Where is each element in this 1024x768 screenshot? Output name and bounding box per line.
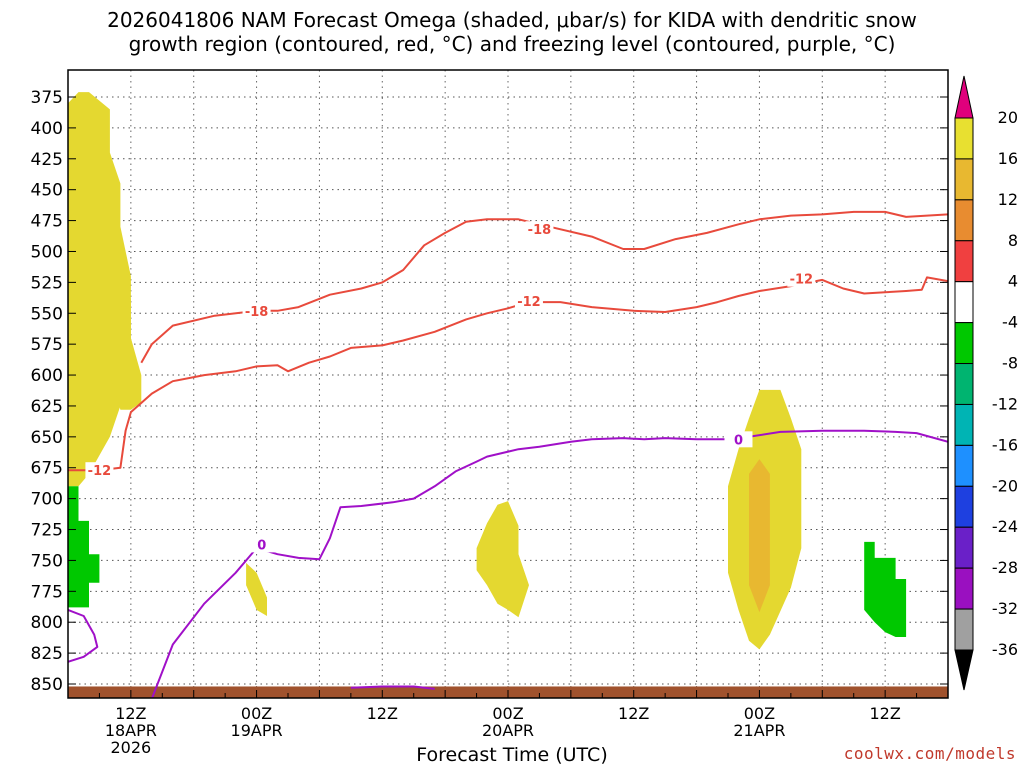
colorbar: 20 16 12 8 4 -4 -8 -12 -16 -20 -24 -28 -32 -36 xyxy=(954,75,1018,691)
contour-line xyxy=(140,210,948,364)
x-tick-label: 00Z xyxy=(241,704,272,723)
colorbar-label: -12 xyxy=(992,394,1018,413)
site-credit: coolwx.com/models xyxy=(843,744,1016,763)
colorbar-label: -24 xyxy=(992,517,1018,536)
x-tick-label: 18APR xyxy=(105,721,157,740)
contour-label: 0 xyxy=(257,538,266,553)
y-tick-label: 575 xyxy=(31,335,63,355)
y-tick-label: 800 xyxy=(31,613,63,633)
colorbar-label: 16 xyxy=(998,149,1018,168)
colorbar-segment xyxy=(954,240,974,283)
contour-label: -12 xyxy=(790,273,814,288)
contour-line xyxy=(68,608,99,663)
colorbar-label: -4 xyxy=(1002,313,1018,332)
x-tick-label: 00Z xyxy=(492,704,523,723)
colorbar-segment xyxy=(954,199,974,242)
y-axis: 375 400 425 450 475 500 525 550 575 600 625 650 675 7… xyxy=(31,88,948,695)
x-tick-label: 12Z xyxy=(367,704,398,723)
contour-label: -12 xyxy=(88,464,112,479)
omega-shade xyxy=(68,486,100,608)
colorbar-top-arrow xyxy=(954,75,974,119)
x-tick-label: 21APR xyxy=(733,721,785,740)
colorbar-label: -8 xyxy=(1002,354,1018,373)
y-tick-label: 675 xyxy=(31,459,63,479)
contour-label-bg xyxy=(85,462,114,479)
colorbar-label: -32 xyxy=(992,599,1018,618)
colorbar-segment xyxy=(954,322,974,365)
colorbar-label: 4 xyxy=(1008,272,1018,291)
contour-label-bg xyxy=(514,292,543,309)
x-tick-label: 12Z xyxy=(869,704,900,723)
y-tick-label: 600 xyxy=(31,366,63,386)
y-tick-label: 700 xyxy=(31,490,63,510)
contour-label-bg xyxy=(724,431,753,448)
omega-shading xyxy=(68,92,907,650)
y-tick-label: 450 xyxy=(31,181,63,201)
colorbar-label: -20 xyxy=(992,476,1018,495)
y-tick-label: 550 xyxy=(31,304,63,324)
colorbar-segment xyxy=(954,608,974,651)
y-tick-label: 775 xyxy=(31,582,63,602)
omega-shade xyxy=(749,459,770,613)
y-tick-label: 850 xyxy=(31,675,63,695)
colorbar-label: -36 xyxy=(992,640,1018,659)
chart-title: 2026041806 NAM Forecast Omega (shaded, μ… xyxy=(0,8,1024,56)
y-tick-label: 750 xyxy=(31,551,63,571)
y-tick-label: 425 xyxy=(31,150,63,170)
x-tick-label: 12Z xyxy=(115,704,146,723)
x-tick-label: 20APR xyxy=(482,721,534,740)
colorbar-segment xyxy=(954,158,974,201)
contour-label: -12 xyxy=(517,295,541,310)
y-tick-label: 400 xyxy=(31,119,63,139)
contour-labels: -18 -18 -12 -12 -12 0 0 xyxy=(85,221,816,553)
colorbar-label: -16 xyxy=(992,435,1018,454)
contour-line xyxy=(350,685,435,690)
colorbar-label: 20 xyxy=(998,108,1018,127)
colorbar-label: -28 xyxy=(992,558,1018,577)
title-line-2: growth region (contoured, red, °C) and f… xyxy=(128,32,896,56)
y-tick-label: 525 xyxy=(31,273,63,293)
temperature-contours xyxy=(68,210,948,698)
x-tick-label: 19APR xyxy=(231,721,283,740)
colorbar-segment xyxy=(954,526,974,569)
contour-line xyxy=(151,429,948,698)
colorbar-label: 8 xyxy=(1008,231,1018,250)
colorbar-segment xyxy=(954,281,974,324)
x-tick-label: 12Z xyxy=(618,704,649,723)
omega-shade xyxy=(476,501,529,618)
y-tick-label: 825 xyxy=(31,644,63,664)
omega-shade xyxy=(109,298,142,410)
y-tick-label: 625 xyxy=(31,397,63,417)
x-axis-title: Forecast Time (UTC) xyxy=(416,744,608,766)
y-tick-label: 500 xyxy=(31,242,63,262)
x-tick-label: 00Z xyxy=(744,704,775,723)
y-tick-label: 725 xyxy=(31,521,63,541)
colorbar-segment xyxy=(954,567,974,610)
colorbar-segment xyxy=(954,403,974,446)
colorbar-segment xyxy=(954,117,974,160)
colorbar-segment xyxy=(954,444,974,487)
title-line-1: 2026041806 NAM Forecast Omega (shaded, μ… xyxy=(107,8,917,32)
omega-shade xyxy=(864,541,907,637)
x-tick-label: 2026 xyxy=(110,738,151,757)
contour-label-bg xyxy=(247,536,276,553)
contour-label-bg xyxy=(525,221,554,238)
contour-label-bg xyxy=(787,270,816,287)
contour-label: -18 xyxy=(245,305,269,320)
y-tick-label: 475 xyxy=(31,212,63,232)
colorbar-label: 12 xyxy=(998,190,1018,209)
colorbar-segment xyxy=(954,485,974,528)
y-tick-label: 650 xyxy=(31,428,63,448)
colorbar-bottom-arrow xyxy=(954,649,974,691)
y-tick-label: 375 xyxy=(31,88,63,108)
colorbar-segment xyxy=(954,363,974,405)
contour-line xyxy=(68,276,948,472)
omega-shade xyxy=(246,562,267,616)
contour-label-bg xyxy=(242,302,271,319)
contour-label: 0 xyxy=(734,433,743,448)
contour-label: -18 xyxy=(528,223,552,238)
